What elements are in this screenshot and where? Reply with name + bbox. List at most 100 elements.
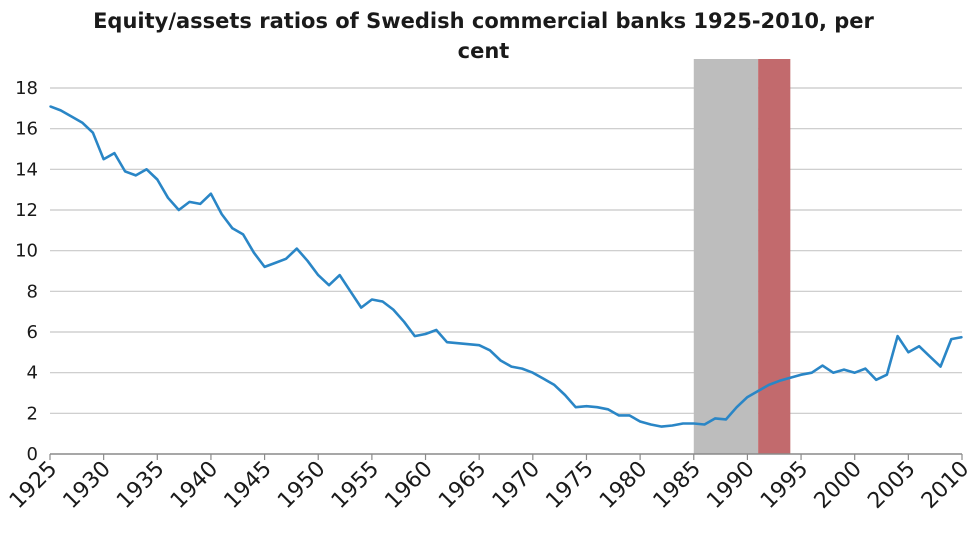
shaded-period-1 (693, 59, 759, 454)
x-axis-ticks: 1925193019351940194519501955196019651970… (5, 454, 967, 514)
data-point (113, 152, 116, 154)
y-tick-label: 14 (15, 159, 38, 180)
data-point (285, 258, 287, 260)
y-tick-label: 0 (27, 444, 38, 465)
data-point (532, 371, 534, 374)
data-point (821, 364, 824, 367)
data-point (328, 284, 330, 287)
x-tick-label: 1935 (112, 457, 169, 514)
x-tick-label: 1945 (220, 457, 277, 514)
data-point (188, 201, 191, 203)
data-point (59, 109, 62, 112)
data-point (145, 168, 148, 171)
data-point (467, 343, 470, 346)
data-point (242, 233, 244, 236)
data-point (295, 247, 298, 250)
series-line-1 (49, 105, 963, 428)
data-point (521, 367, 523, 370)
data-point (392, 308, 395, 311)
data-point (381, 300, 384, 303)
x-tick-label: 1940 (166, 457, 223, 514)
data-point (607, 408, 609, 411)
x-tick-label: 1975 (541, 457, 598, 514)
data-point (456, 342, 459, 344)
data-point (177, 209, 180, 211)
data-point (499, 359, 502, 362)
data-point (338, 274, 341, 276)
data-point (735, 406, 738, 409)
data-point (961, 336, 963, 338)
data-point (317, 274, 320, 276)
y-tick-label: 4 (27, 363, 38, 384)
data-point (489, 349, 491, 352)
data-point (671, 424, 674, 427)
y-tick-label: 16 (15, 119, 38, 140)
x-tick-label: 1990 (702, 457, 759, 514)
x-tick-label: 2005 (863, 457, 920, 514)
data-point (263, 266, 266, 268)
data-point (553, 384, 556, 386)
data-point (843, 368, 845, 371)
data-point (414, 335, 416, 337)
chart-title-line1: Equity/assets ratios of Swedish commerci… (93, 9, 874, 33)
data-point (725, 418, 727, 421)
x-tick-label: 1980 (595, 457, 652, 514)
data-point (446, 341, 448, 343)
data-point (167, 197, 169, 199)
data-point (617, 414, 620, 417)
x-tick-label: 2010 (917, 457, 967, 514)
chart-title: Equity/assets ratios of Swedish commerci… (0, 6, 967, 66)
data-point (628, 414, 631, 417)
data-point (349, 290, 352, 293)
x-tick-label: 2000 (810, 457, 867, 514)
data-point (692, 422, 695, 425)
data-point (660, 425, 663, 428)
data-point (768, 384, 770, 386)
data-point (371, 298, 373, 301)
data-point (929, 355, 931, 358)
data-point (210, 192, 212, 195)
data-point (950, 338, 953, 340)
data-point (220, 213, 223, 215)
data-point (360, 306, 362, 309)
data-point (810, 371, 813, 374)
series-group (49, 105, 963, 428)
data-point (864, 367, 867, 370)
data-point (231, 227, 234, 230)
x-tick-label: 1925 (5, 457, 62, 514)
y-tick-label: 12 (15, 200, 38, 221)
data-point (92, 131, 94, 134)
data-point (199, 203, 202, 205)
data-point (853, 371, 856, 374)
data-point (403, 321, 405, 323)
data-point (306, 260, 309, 262)
x-tick-label: 1950 (273, 457, 330, 514)
y-tick-label: 8 (27, 281, 38, 302)
data-point (70, 115, 73, 118)
data-point (253, 251, 255, 254)
x-tick-label: 1955 (327, 457, 384, 514)
y-tick-label: 18 (15, 78, 38, 99)
data-point (639, 420, 641, 423)
data-point (49, 105, 51, 108)
data-point (778, 380, 781, 382)
data-point (875, 378, 877, 381)
gridlines (50, 87, 962, 414)
shaded-periods (693, 59, 791, 454)
data-point (714, 417, 717, 420)
x-tick-label: 1985 (649, 457, 706, 514)
y-tick-label: 6 (27, 322, 38, 343)
data-point (102, 158, 105, 160)
x-tick-label: 1960 (380, 457, 437, 514)
data-point (156, 178, 159, 181)
data-point (907, 351, 910, 354)
y-tick-label: 2 (27, 403, 38, 424)
y-axis-ticks: 0 2 4 6 8 10 12 14 16 18 (15, 78, 38, 465)
data-point (574, 406, 577, 409)
data-point (918, 345, 920, 348)
data-point (596, 406, 598, 409)
data-point (896, 335, 899, 337)
chart-title-line2: cent (457, 39, 510, 63)
x-tick-label: 1970 (488, 457, 545, 514)
data-point (564, 394, 566, 396)
